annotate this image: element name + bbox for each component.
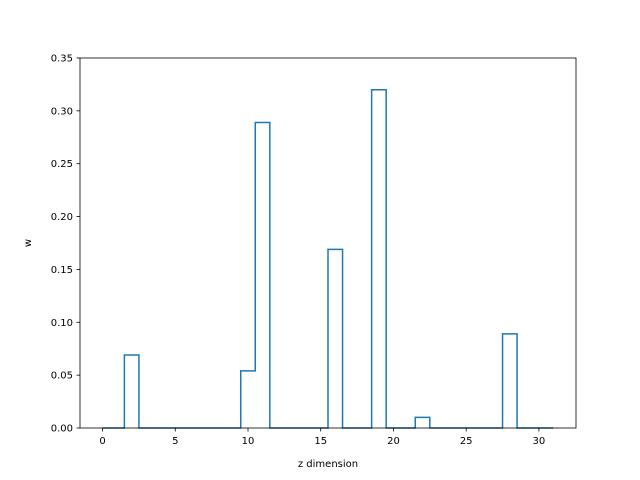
x-tick-label: 25 [460,436,473,447]
y-tick-label: 0.00 [51,424,73,435]
x-tick-label: 0 [99,436,105,447]
x-axis-ticks: 0 5 10 15 20 25 30 [99,428,545,447]
x-tick-label: 30 [533,436,546,447]
y-axis-ticks: 0.00 0.05 0.10 0.15 0.20 0.25 0.30 0.35 [51,54,80,435]
x-axis-label: z dimension [298,459,358,470]
y-axis-label: w [23,239,34,247]
plot-frame [79,57,577,429]
x-tick-label: 5 [172,436,178,447]
y-tick-label: 0.10 [51,318,73,329]
y-tick-label: 0.25 [51,159,73,170]
x-tick-label: 20 [387,436,400,447]
y-tick-label: 0.35 [51,54,73,65]
y-tick-label: 0.05 [51,371,73,382]
y-tick-label: 0.15 [51,265,73,276]
y-tick-label: 0.30 [51,106,73,117]
x-tick-label: 15 [314,436,327,447]
x-tick-label: 10 [242,436,255,447]
y-tick-label: 0.20 [51,212,73,223]
